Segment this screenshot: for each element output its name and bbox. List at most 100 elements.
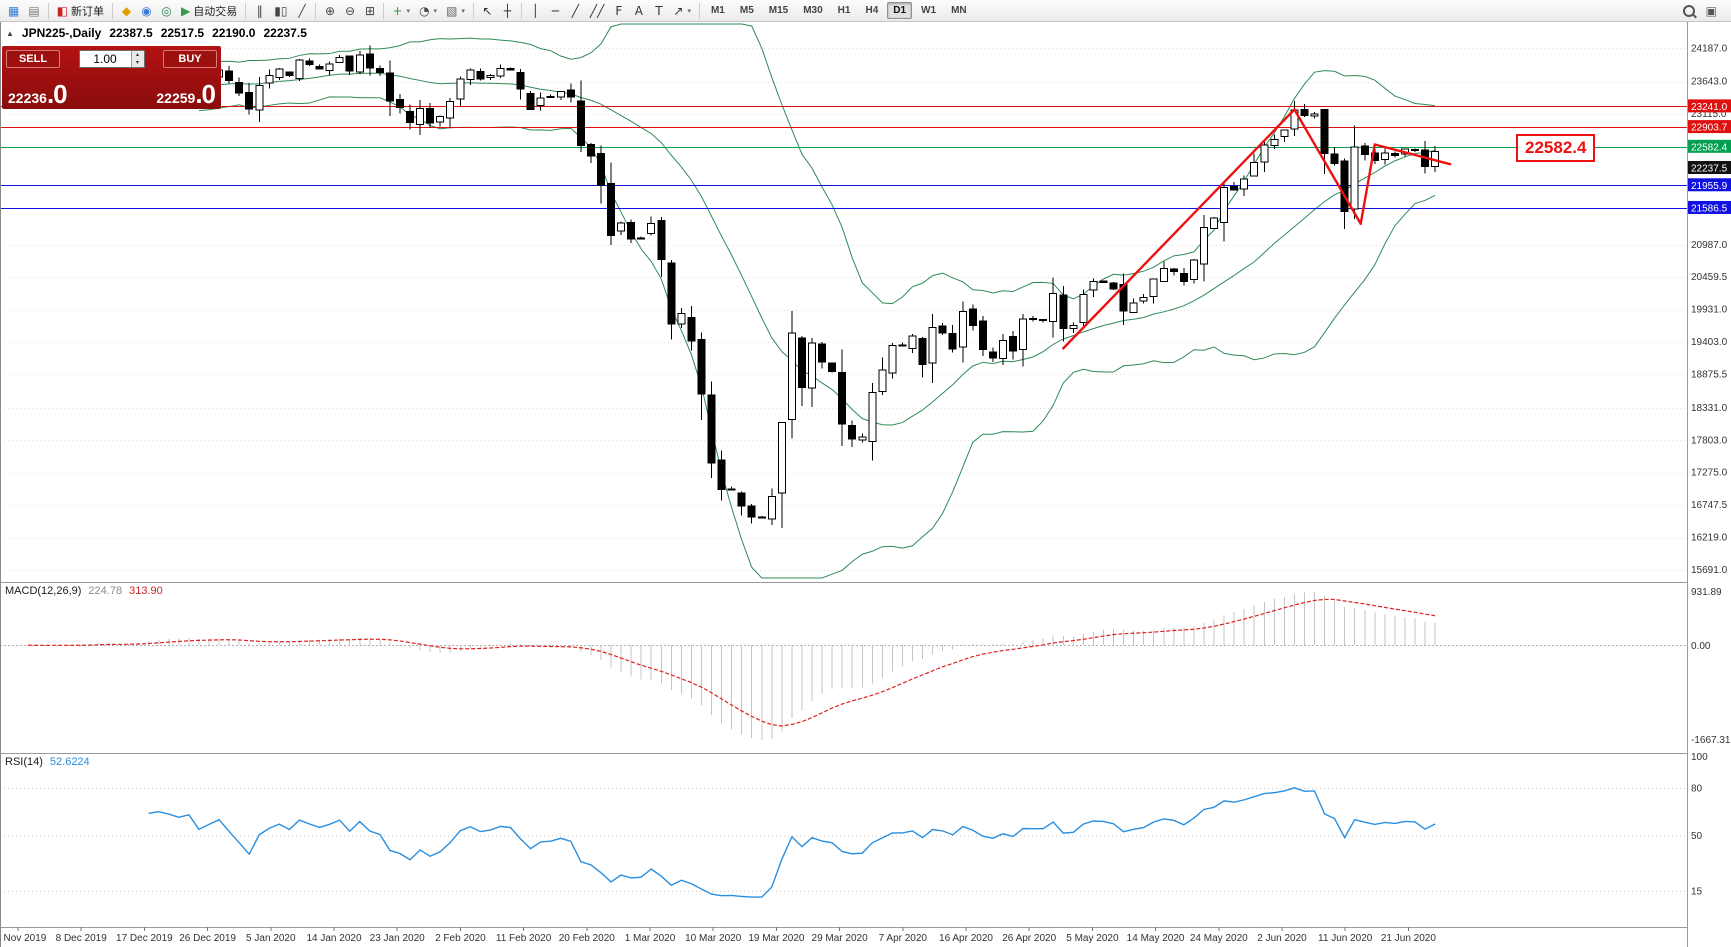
volume-spinner: ▴ ▾	[130, 50, 144, 67]
metaeditor-button[interactable]: ◆	[117, 1, 136, 20]
line-chart-button[interactable]: ╱	[292, 1, 311, 20]
volume-value[interactable]: 1.00	[93, 51, 117, 66]
price-marker-box	[1688, 139, 1731, 153]
trendline-button[interactable]: ╱	[566, 1, 585, 20]
price-annotation[interactable]: 22582.4	[1516, 134, 1596, 162]
date-axis-label: 10 Mar 2020	[685, 933, 742, 944]
macd-axis-label: 931.89	[1691, 587, 1722, 598]
horizontal-line-icon: ─	[551, 3, 560, 18]
label-button[interactable]: T	[649, 1, 668, 20]
periods-icon: ◔	[419, 3, 430, 18]
zoom-in-icon: ⊕	[324, 3, 336, 18]
new-order-button[interactable]: ◧ 新订单	[53, 1, 108, 20]
fibonacci-button[interactable]: F	[609, 1, 628, 20]
new-order-label: 新订单	[71, 5, 105, 18]
cursor-icon: ↖	[482, 3, 493, 18]
timeframe-w1-button[interactable]: W1	[915, 2, 942, 19]
tile-windows-button[interactable]: ⊞	[360, 1, 379, 20]
one-click-toggle-icon[interactable]: ▲	[6, 28, 14, 38]
buy-button[interactable]: BUY	[163, 49, 217, 68]
buy-price-main: 22259	[156, 90, 196, 106]
toolbar: ▦ ▤ ◧ 新订单 ◆ ◉ ◎ ▶ 自动交易 ‖ ▮▯ ╱ ⊕ ⊖ ⊞ + ▾ ◔ ▾ ▧ ▾ ↖ ┼ │ ─ ╱ ╱╱ F A T ↗ ▾ M…	[0, 0, 1731, 22]
date-axis-label: 1 Mar 2020	[625, 933, 676, 944]
date-axis-label: 8 Dec 2019	[56, 933, 108, 944]
price-axis[interactable]: 24187.0 23643.0 23115.0 20987.0 20459.5 19931…	[1687, 22, 1731, 947]
profiles-button[interactable]: ▤	[24, 1, 43, 20]
timeframe-h4-button[interactable]: H4	[859, 2, 884, 19]
timeframe-m5-button[interactable]: M5	[734, 2, 760, 19]
autotrading-label: 自动交易	[193, 5, 238, 18]
price-axis-label: 23115.0	[1691, 109, 1727, 120]
price-marker-label: 22903.7	[1691, 123, 1728, 134]
timeframe-m1-button[interactable]: M1	[705, 2, 731, 19]
text-button[interactable]: A	[629, 1, 648, 20]
line-chart-icon: ╱	[298, 3, 306, 18]
trend-lines[interactable]	[1062, 108, 1452, 350]
toolbar-separator	[472, 2, 474, 19]
options-button[interactable]: ◉	[137, 1, 156, 20]
rsi-axis-label: 100	[1691, 752, 1708, 763]
horizontal-line-button[interactable]: ─	[546, 1, 565, 20]
candlestick-chart-button[interactable]: ▮▯	[270, 1, 291, 20]
date-axis-label: 26 Dec 2019	[179, 933, 236, 944]
date-axis-label: 20 Feb 2020	[559, 933, 616, 944]
zoom-in-button[interactable]: ⊕	[320, 1, 339, 20]
date-axis-label: 2 Jun 2020	[1257, 933, 1307, 944]
crosshair-button[interactable]: ┼	[498, 1, 517, 20]
volume-up-button[interactable]: ▴	[131, 50, 144, 59]
windows-button[interactable]: ▣	[1702, 1, 1721, 20]
timeframe-h1-button[interactable]: H1	[832, 2, 857, 19]
symbol-title: JPN225-,Daily	[21, 26, 102, 40]
templates-button[interactable]: ▧ ▾	[442, 1, 469, 20]
timeframe-m15-button[interactable]: M15	[763, 2, 794, 19]
volume-input[interactable]: 1.00 ▴ ▾	[78, 49, 145, 68]
sell-button[interactable]: SELL	[6, 49, 60, 68]
market-button[interactable]: ◎	[157, 1, 176, 20]
timeframe-mn-button[interactable]: MN	[945, 2, 973, 19]
date-axis-label: 26 Apr 2020	[1002, 933, 1056, 944]
ohlc-close: 22237.5	[263, 26, 307, 40]
timeframe-d1-button[interactable]: D1	[887, 2, 913, 19]
bollinger-lower	[198, 96, 1436, 579]
chart-area[interactable]: 24187.0 23643.0 23115.0 20987.0 20459.5 19931…	[0, 22, 1731, 947]
toolbar-separator	[383, 2, 385, 19]
search-button[interactable]	[1679, 1, 1699, 20]
rsi-pane	[0, 787, 1687, 898]
dropdown-caret-icon: ▾	[687, 7, 691, 15]
date-axis-label: 16 Apr 2020	[939, 933, 993, 944]
options-icon: ◉	[141, 3, 152, 18]
new-chart-button[interactable]: ▦	[4, 1, 23, 20]
price-marker-label: 23241.0	[1691, 102, 1728, 113]
rsi-line	[148, 787, 1436, 898]
price-marker-label: 21586.5	[1691, 203, 1728, 214]
arrows-button[interactable]: ↗ ▾	[669, 1, 695, 20]
bar-chart-button[interactable]: ‖	[250, 1, 269, 20]
macd-signal-line	[28, 598, 1436, 727]
chart-window: 24187.0 23643.0 23115.0 20987.0 20459.5 19931…	[0, 22, 1731, 947]
fibonacci-icon: F	[615, 3, 623, 18]
date-axis[interactable]: 28 Nov 2019 8 Dec 2019 17 Dec 2019 26 Dec 2…	[0, 927, 1436, 944]
vertical-line-button[interactable]: │	[526, 1, 545, 20]
macd-label: MACD(12,26,9) 224.78 313.90	[5, 585, 163, 597]
cursor-button[interactable]: ↖	[478, 1, 497, 20]
zoom-out-button[interactable]: ⊖	[340, 1, 359, 20]
bar-chart-icon: ‖	[256, 3, 263, 18]
price-axis-label: 20987.0	[1691, 240, 1728, 251]
toolbar-separator	[47, 2, 49, 19]
volume-down-button[interactable]: ▾	[131, 58, 144, 67]
dropdown-caret-icon: ▾	[461, 7, 465, 15]
indicators-button[interactable]: + ▾	[388, 1, 414, 20]
buy-price[interactable]: 22259.0	[156, 81, 216, 107]
toolbar-right-group: ▣	[1679, 1, 1727, 20]
macd-name: MACD(12,26,9)	[5, 585, 82, 597]
autotrading-button[interactable]: ▶ 自动交易	[177, 1, 241, 20]
timeframe-m30-button[interactable]: M30	[797, 2, 828, 19]
label-icon: T	[655, 3, 663, 18]
sell-price[interactable]: 22236.0	[8, 81, 68, 107]
channel-button[interactable]: ╱╱	[586, 1, 608, 20]
periods-button[interactable]: ◔ ▾	[415, 1, 441, 20]
date-axis-label: 14 Jan 2020	[306, 933, 361, 944]
trade-panel-controls: SELL 1.00 ▴ ▾ BUY	[6, 49, 217, 68]
price-marker-label: 22237.5	[1691, 163, 1728, 174]
ohlc-open: 22387.5	[109, 26, 153, 40]
